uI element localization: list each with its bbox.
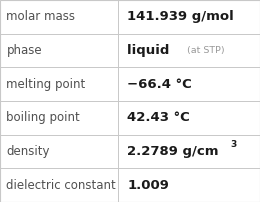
Text: −66.4 °C: −66.4 °C (127, 78, 192, 91)
Text: molar mass: molar mass (6, 10, 75, 23)
Text: melting point: melting point (6, 78, 86, 91)
Text: density: density (6, 145, 50, 158)
Text: 1.009: 1.009 (127, 179, 169, 192)
Text: (at STP): (at STP) (187, 46, 225, 55)
Text: liquid: liquid (127, 44, 179, 57)
Text: boiling point: boiling point (6, 111, 80, 124)
Text: 141.939 g/mol: 141.939 g/mol (127, 10, 234, 23)
Text: phase: phase (6, 44, 42, 57)
Text: 2.2789 g/cm: 2.2789 g/cm (127, 145, 219, 158)
Text: 3: 3 (230, 140, 236, 149)
Text: 42.43 °C: 42.43 °C (127, 111, 190, 124)
Text: dielectric constant: dielectric constant (6, 179, 116, 192)
